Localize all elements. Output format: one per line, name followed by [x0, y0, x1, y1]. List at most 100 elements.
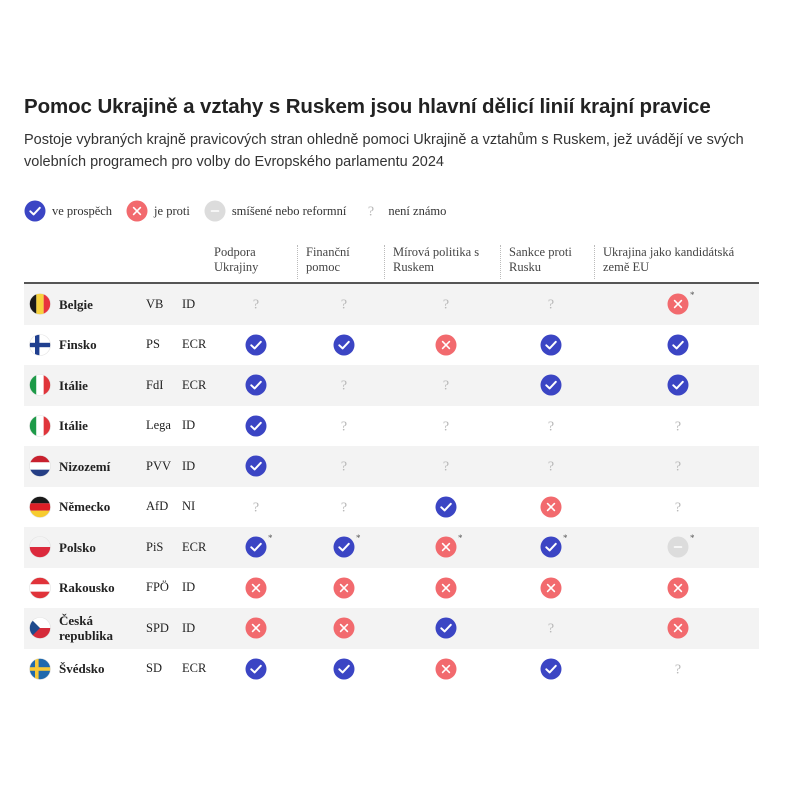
ep-group: ID: [182, 418, 196, 433]
party-name: SPD: [146, 620, 169, 635]
ep-group: ID: [182, 296, 196, 311]
column-header-financial: Finanční pomoc: [297, 245, 350, 279]
country-name: Německo: [59, 499, 111, 515]
it-flag-icon: [29, 406, 51, 447]
svg-text:?: ?: [548, 622, 554, 637]
question-icon: ?: [664, 406, 692, 447]
cz-flag-icon: [29, 608, 51, 649]
country-name: Finsko: [59, 337, 97, 353]
legend-label-no: je proti: [154, 203, 190, 218]
cross-icon: [126, 200, 148, 222]
ep-group: ID: [182, 458, 196, 473]
table-row: Švédsko SD ECR?: [24, 649, 759, 690]
footnote-mark: *: [268, 533, 273, 543]
country-name: Belgie: [59, 296, 93, 312]
it-flag-icon: [29, 365, 51, 406]
cross-icon: [432, 649, 460, 690]
question-icon: ?: [432, 365, 460, 406]
svg-text:?: ?: [443, 460, 449, 475]
footnote-mark: *: [690, 290, 695, 300]
be-flag-icon: [29, 284, 51, 325]
footnote-mark: *: [563, 533, 568, 543]
question-icon: ?: [664, 649, 692, 690]
se-flag-icon: [29, 649, 51, 690]
check-icon: [432, 487, 460, 528]
question-icon: ?: [537, 284, 565, 325]
check-icon: [330, 325, 358, 366]
ep-group: NI: [182, 499, 196, 514]
question-icon: ?: [537, 446, 565, 487]
question-icon: ?: [330, 487, 358, 528]
column-header-sanctions: Sankce proti Rusku: [500, 245, 572, 279]
table-row: Německo AfD NI???: [24, 487, 759, 528]
question-icon: ?: [330, 406, 358, 447]
country-name: Rakousko: [59, 580, 115, 596]
table-row: Itálie FdI ECR??: [24, 365, 759, 406]
question-icon: ?: [330, 284, 358, 325]
svg-text:?: ?: [253, 298, 259, 313]
legend-label-yes: ve prospěch: [52, 203, 113, 218]
country-name: Švédsko: [59, 661, 105, 677]
check-icon: [242, 325, 270, 366]
at-flag-icon: [29, 568, 51, 609]
question-icon: ?: [432, 446, 460, 487]
table-row: Polsko PiS ECR * * * * *: [24, 527, 759, 568]
fi-flag-icon: [29, 325, 51, 366]
check-icon: [537, 649, 565, 690]
party-name: FdI: [146, 377, 164, 392]
question-icon: ?: [537, 608, 565, 649]
column-header-line: Mírová politika s: [393, 245, 480, 259]
question-icon: ?: [330, 446, 358, 487]
column-header-support: Podpora Ukrajiny: [214, 245, 258, 275]
legend-item-unknown: ? není známo: [360, 200, 446, 222]
ep-group: ECR: [182, 377, 207, 392]
column-header-line: Podpora: [214, 245, 256, 259]
column-header-line: pomoc: [306, 260, 341, 274]
legend: ve prospěch je proti smíšené nebo reform…: [24, 198, 460, 224]
nl-flag-icon: [29, 446, 51, 487]
party-name: AfD: [146, 499, 169, 514]
dash-icon: [204, 200, 226, 222]
column-header-line: Rusku: [509, 260, 541, 274]
table-row: Nizozemí PVV ID????: [24, 446, 759, 487]
country-name: Polsko: [59, 539, 96, 555]
svg-text:?: ?: [443, 379, 449, 394]
cross-icon: [432, 568, 460, 609]
svg-text:?: ?: [368, 205, 374, 220]
party-name: FPÖ: [146, 580, 169, 595]
country-name: Nizozemí: [59, 458, 111, 474]
party-name: PS: [146, 337, 160, 352]
pl-flag-icon: [29, 527, 51, 568]
table-header: Podpora Ukrajiny Finanční pomoc Mírová p…: [0, 245, 785, 281]
legend-item-yes: ve prospěch: [24, 200, 112, 222]
check-icon: [330, 527, 358, 568]
ep-group: ECR: [182, 539, 207, 554]
dash-icon: [664, 527, 692, 568]
check-icon: [242, 649, 270, 690]
question-icon: ?: [432, 406, 460, 447]
ep-group: ID: [182, 620, 196, 635]
table-row: Finsko PS ECR: [24, 325, 759, 366]
svg-text:?: ?: [548, 419, 554, 434]
cross-icon: [432, 325, 460, 366]
party-name: VB: [146, 296, 164, 311]
ep-group: ID: [182, 580, 196, 595]
svg-text:?: ?: [341, 298, 347, 313]
party-name: Lega: [146, 418, 171, 433]
footnote-mark: *: [690, 533, 695, 543]
chart-title: Pomoc Ukrajině a vztahy s Ruskem jsou hl…: [24, 95, 711, 118]
check-icon: [432, 608, 460, 649]
cross-icon: [242, 568, 270, 609]
cross-icon: [330, 568, 358, 609]
cross-icon: [537, 487, 565, 528]
legend-item-mixed: smíšené nebo reformní: [204, 200, 346, 222]
svg-text:?: ?: [675, 500, 681, 515]
question-icon: ?: [242, 487, 270, 528]
column-header-candidate: Ukrajina jako kandidátská země EU: [594, 245, 734, 279]
svg-text:?: ?: [341, 419, 347, 434]
column-header-line: Sankce proti: [509, 245, 572, 259]
table-body: Belgie VB ID???? * Finsko PS ECR Itálie FdI ECR??…: [24, 282, 759, 689]
legend-item-no: je proti: [126, 200, 190, 222]
cross-icon: [664, 284, 692, 325]
question-icon: ?: [432, 284, 460, 325]
